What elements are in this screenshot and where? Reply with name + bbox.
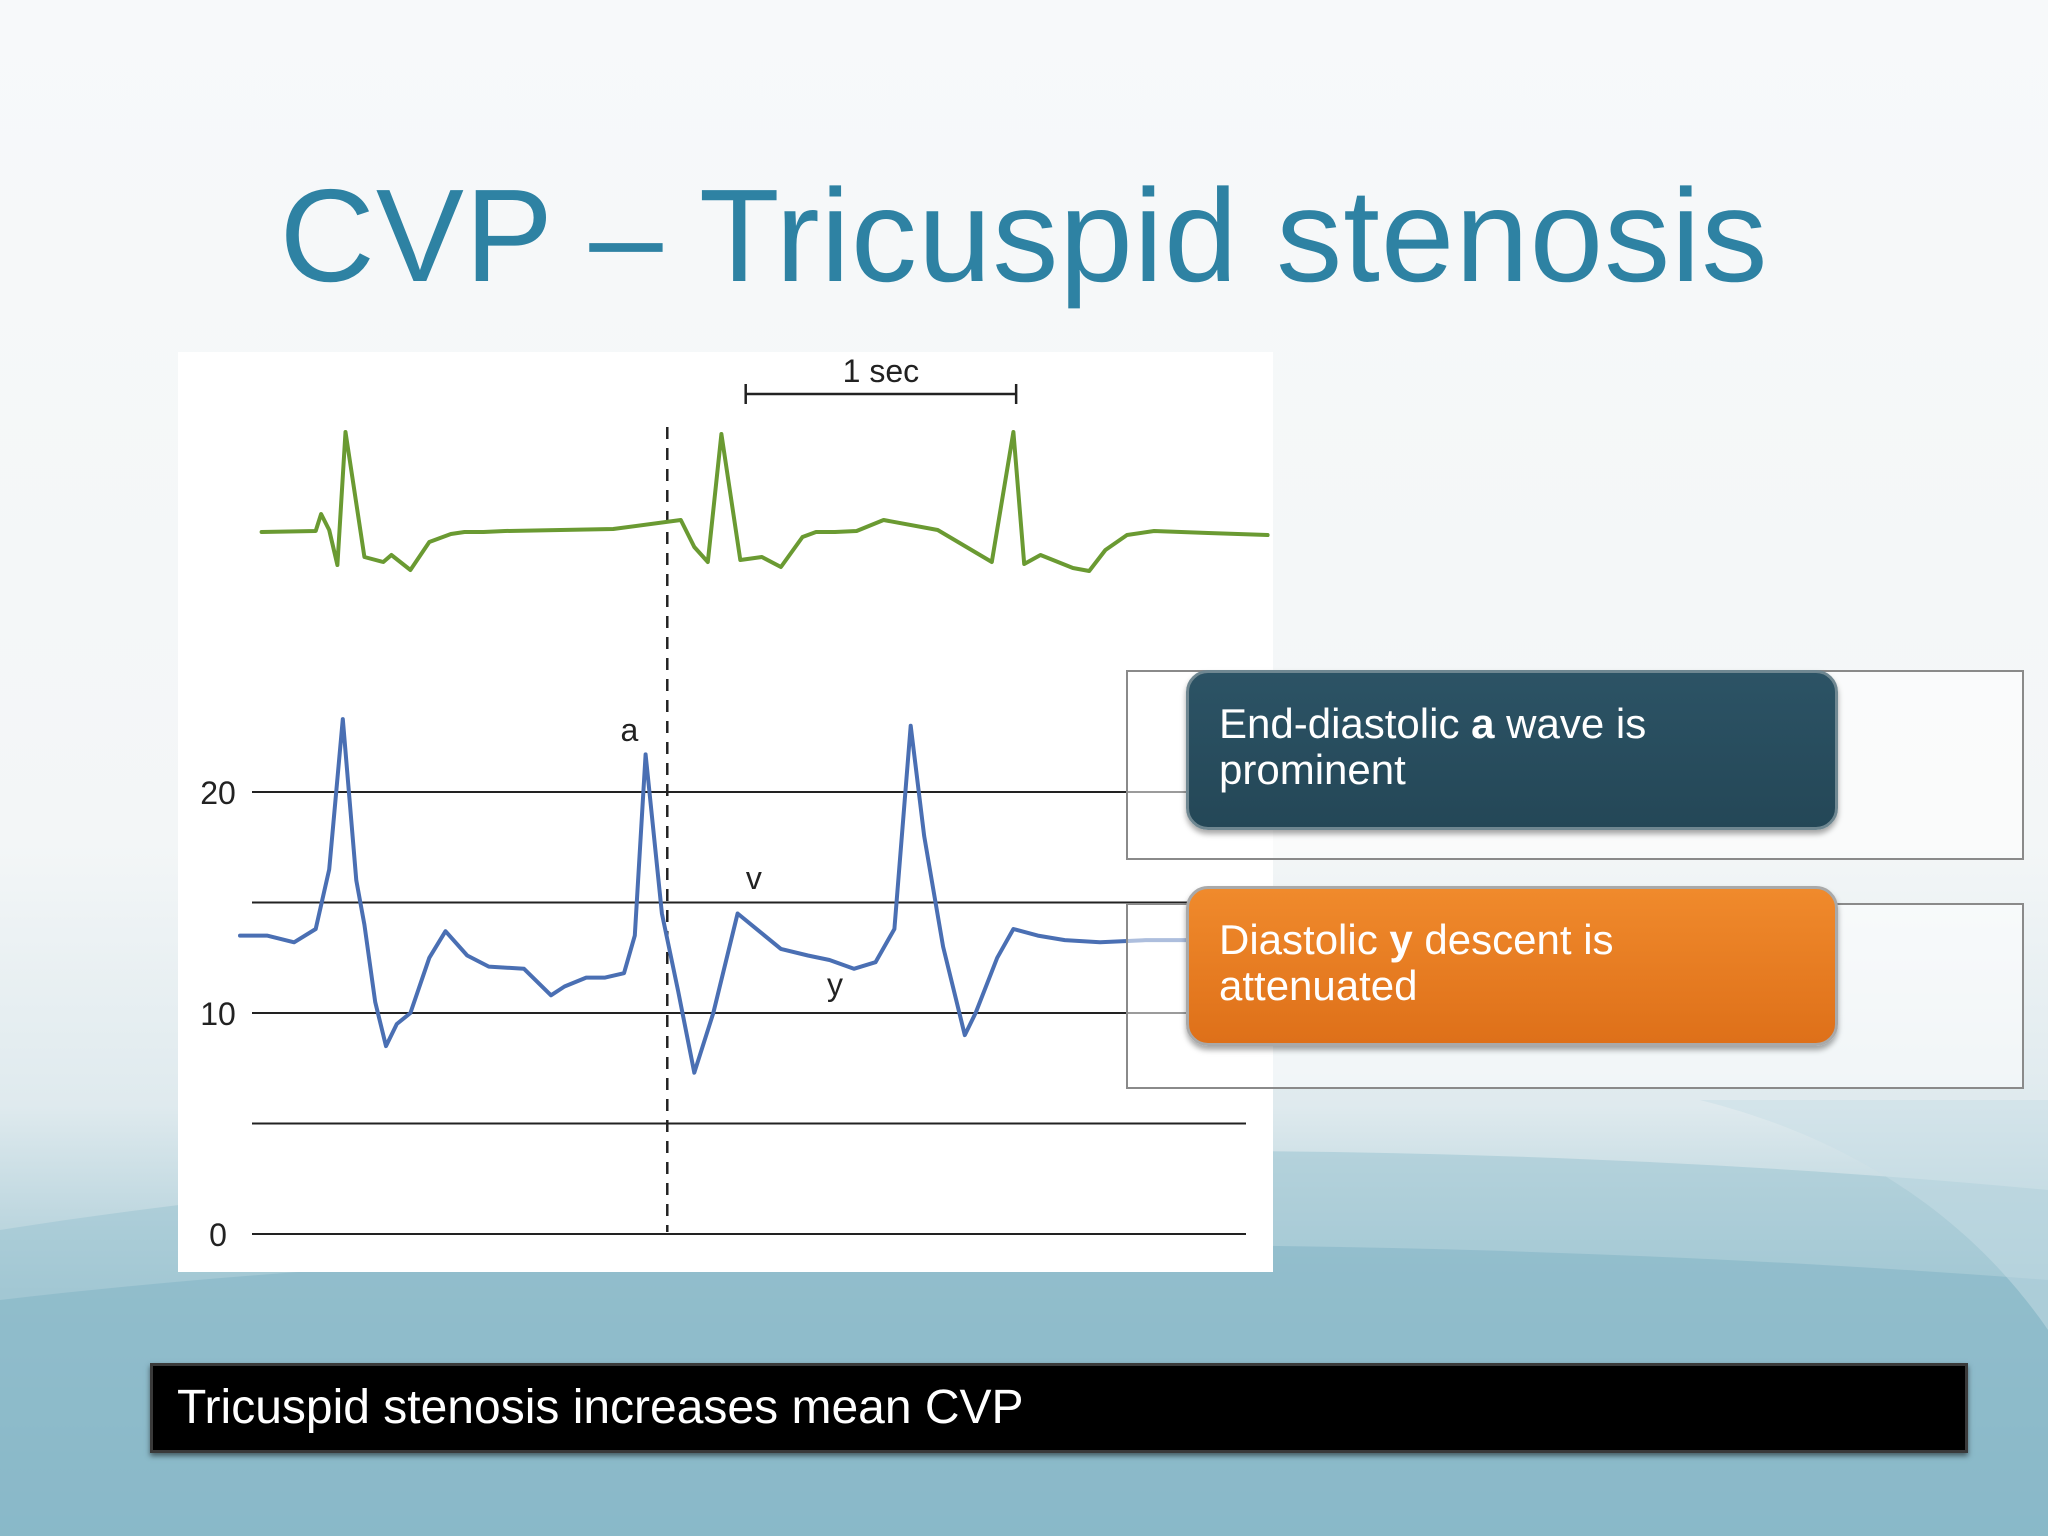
chart-annotations: a v y [621, 712, 843, 1002]
annotation-y: y [827, 966, 843, 1002]
callout-a-bold: a [1471, 700, 1495, 747]
cvp-figure: 0 10 20 1 sec a v y [178, 352, 1273, 1272]
callout-a-text-start: End-diastolic [1219, 700, 1472, 747]
callout-y-text-end: descent is attenuated [1219, 916, 1614, 1009]
callout-y-bold: y [1389, 916, 1413, 963]
annotation-a: a [621, 712, 639, 748]
callout-a-text-end: wave is prominent [1219, 700, 1647, 793]
chart-traces [238, 430, 1270, 1075]
y-tick-10: 10 [200, 996, 236, 1032]
chart-gridlines [252, 791, 1246, 1235]
scale-bar: 1 sec [744, 353, 1018, 404]
callout-y-text-start: Diastolic [1219, 916, 1390, 963]
y-tick-20: 20 [200, 775, 236, 811]
cvp-chart: 0 10 20 1 sec a v y [200, 353, 1270, 1253]
cvp-trace [238, 717, 1202, 1075]
y-tick-labels: 0 10 20 [200, 775, 236, 1253]
footer-text: Tricuspid stenosis increases mean CVP [177, 1381, 1024, 1434]
ecg-trace [259, 430, 1270, 573]
y-tick-0: 0 [209, 1217, 227, 1253]
slide-title: CVP – Tricuspid stenosis [279, 162, 1769, 309]
annotation-v: v [746, 860, 762, 896]
callout-a-wave: End-diastolic a wave is prominent [1186, 670, 1838, 830]
footer-banner: Tricuspid stenosis increases mean CVP [150, 1363, 1968, 1453]
scale-bar-label: 1 sec [843, 353, 919, 389]
callout-y-descent: Diastolic y descent is attenuated [1186, 886, 1838, 1046]
